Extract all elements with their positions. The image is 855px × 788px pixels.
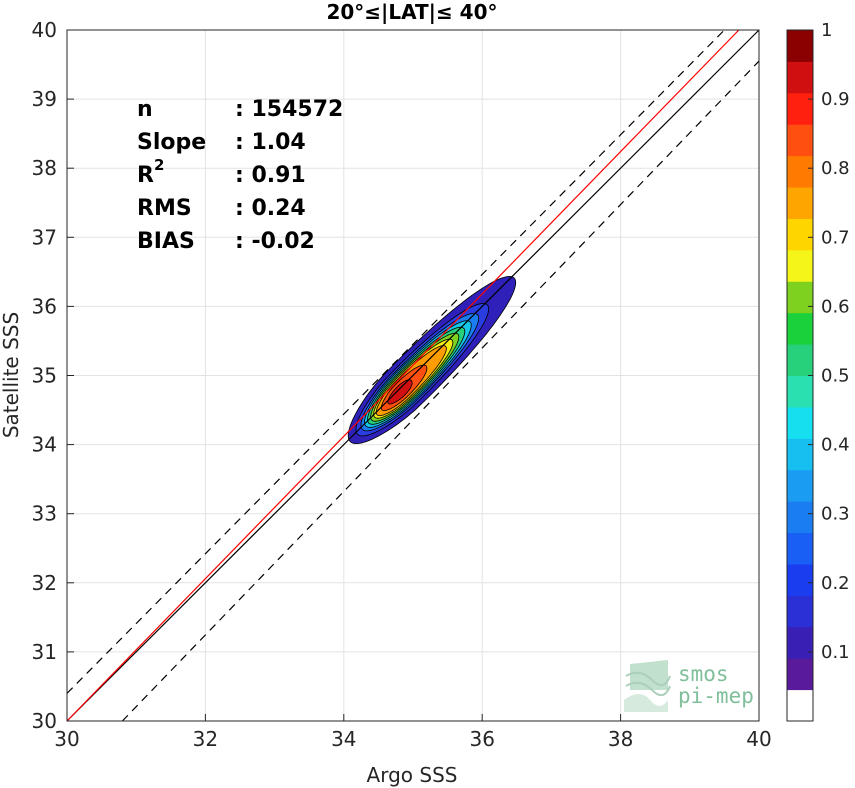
colorbar-tick-label: 0.5 <box>821 366 850 387</box>
colorbar-segment <box>787 312 813 345</box>
stat-value: : 1.04 <box>235 130 306 155</box>
y-axis-ticks: 30 31 32 33 34 35 36 37 38 39 40 <box>32 18 74 733</box>
statistics-box: n : 154572 Slope : 1.04 R2 : 0.91 RMS : 0.24 BIA… <box>137 97 343 254</box>
y-tick-label: 39 <box>32 87 57 111</box>
colorbar-tick-label: 0.7 <box>821 227 850 248</box>
colorbar-segment <box>787 438 813 471</box>
colorbar-segment <box>787 249 813 282</box>
colorbar-tick-label: 0.1 <box>821 642 850 663</box>
colorbar-segment <box>787 124 813 157</box>
colorbar-segment <box>787 626 813 659</box>
y-tick-label: 37 <box>32 225 57 249</box>
x-tick-label: 38 <box>608 727 633 751</box>
reference-lines <box>66 29 760 722</box>
regression-line <box>66 29 740 722</box>
colorbar-segment <box>787 155 813 188</box>
colorbar-segment <box>787 406 813 439</box>
stat-label: R2 <box>137 156 164 188</box>
colorbar-tick-label: 0.6 <box>821 296 850 317</box>
logo-text-smos: smos <box>678 662 729 686</box>
colorbar-segment <box>787 344 813 376</box>
stat-value: : -0.02 <box>235 229 315 254</box>
stat-label: BIAS <box>137 229 195 254</box>
x-tick-label: 40 <box>746 727 771 751</box>
chart-title: 20°≤|LAT|≤ 40° <box>326 0 497 24</box>
colorbar-segment <box>787 281 813 314</box>
colorbar-segment <box>787 689 813 722</box>
y-tick-label: 36 <box>32 294 57 318</box>
x-tick-label: 32 <box>193 727 218 751</box>
y-tick-label: 40 <box>32 18 57 42</box>
y-tick-label: 30 <box>32 709 57 733</box>
colorbar-tick-label: 0.8 <box>821 158 850 179</box>
colorbar-tick-label: 0.4 <box>821 435 850 456</box>
colorbar-segment <box>787 187 813 219</box>
stat-value: : 0.91 <box>235 163 306 188</box>
stat-value: : 0.24 <box>235 196 306 221</box>
smos-pimep-logo: smos pi-mep <box>624 660 754 712</box>
colorbar-segment <box>787 595 813 628</box>
x-axis-label: Argo SSS <box>367 763 458 787</box>
colorbar-segment <box>787 501 813 534</box>
stat-superscript: 2 <box>154 156 164 174</box>
colorbar-segment <box>787 658 813 691</box>
y-tick-label: 35 <box>32 364 57 388</box>
stat-label: RMS <box>137 196 192 221</box>
colorbar-segment <box>787 375 813 408</box>
colorbar-tick-label: 0.3 <box>821 504 850 525</box>
y-tick-label: 32 <box>32 571 57 595</box>
lower-bound-line <box>121 60 760 722</box>
colorbar-segment <box>787 61 813 94</box>
colorbar-tick-label: 0.2 <box>821 573 850 594</box>
colorbar-segment <box>787 218 813 251</box>
colorbar-segment <box>787 30 813 62</box>
x-axis-ticks: 30 32 34 36 38 40 <box>54 714 772 751</box>
upper-bound-line <box>66 29 725 694</box>
colorbar-segment <box>787 563 813 596</box>
stat-value: : 154572 <box>235 97 343 122</box>
x-tick-label: 34 <box>331 727 356 751</box>
colorbar-segment <box>787 92 813 125</box>
colorbar-segment <box>787 532 813 565</box>
y-tick-label: 31 <box>32 640 57 664</box>
logo-text-pimep: pi-mep <box>678 684 754 708</box>
colorbar-segment <box>787 469 813 502</box>
contour-level-0.95 <box>387 379 413 405</box>
x-tick-label: 30 <box>54 727 79 751</box>
colorbar: 0.1 0.2 0.3 0.4 0.5 0.6 0.7 0.8 0.9 1 <box>786 20 850 722</box>
y-tick-label: 33 <box>32 502 57 526</box>
colorbar-tick-label: 0.9 <box>821 89 850 110</box>
x-tick-label: 36 <box>469 727 494 751</box>
one-to-one-line <box>66 29 760 722</box>
stat-label: n <box>137 97 153 122</box>
y-axis-label: Satellite SSS <box>0 312 23 438</box>
stat-label: Slope <box>137 130 206 155</box>
density-contours <box>347 275 517 445</box>
colorbar-tick-label: 1 <box>821 20 832 41</box>
y-tick-label: 38 <box>32 156 57 180</box>
logo-mark-icon <box>624 660 671 712</box>
y-tick-label: 34 <box>32 433 57 457</box>
